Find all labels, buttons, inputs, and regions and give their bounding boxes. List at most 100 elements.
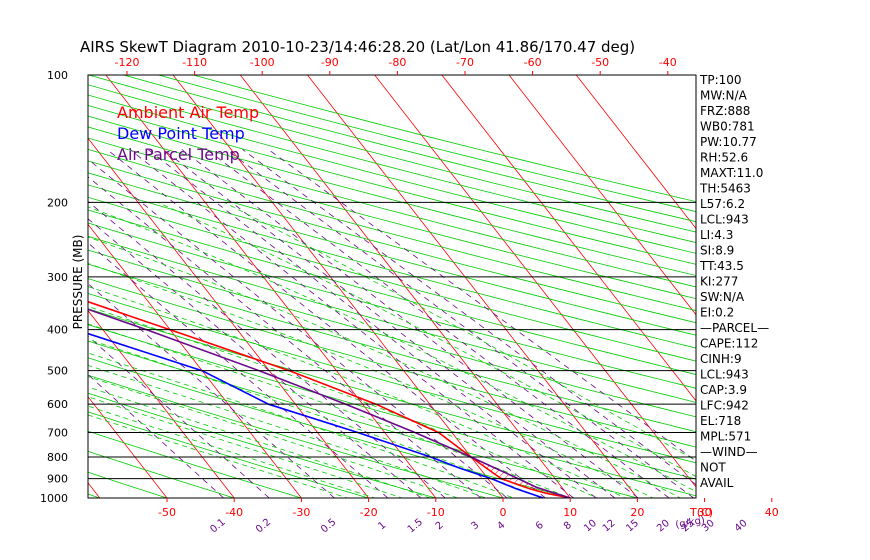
isotherm-line [0,56,40,507]
chart-title: AIRS SkewT Diagram 2010-10-23/14:46:28.2… [80,38,635,56]
mixing-ratio-tick-label: 20 [655,518,672,535]
mixing-ratio-line [88,158,508,498]
moist-adiabat-line [88,352,515,498]
isotherm-line [374,75,696,488]
legend: Ambient Air Temp Dew Point Temp Air Parcel… [117,103,259,164]
mixing-ratio-tick-label: 8 [562,520,574,533]
dry-adiabat-line [88,160,696,324]
index-entry: LCL:943 [700,368,749,382]
bottom-temp-tick-label: -50 [158,506,176,519]
bottom-temp-tick-label: 20 [630,506,644,519]
temp-unit-label: T(C) [689,506,713,519]
index-entry: CAPE:112 [700,337,758,351]
top-temp-tick-label: -60 [524,56,542,69]
moist-adiabat-line [88,305,599,498]
dry-adiabat-line [88,115,696,276]
y-axis-label: PRESSURE (MB) [71,235,85,330]
index-entry: AVAIL [700,476,734,490]
index-entry: FRZ:888 [700,104,750,118]
dry-adiabat-line [88,184,696,349]
index-entry: RH:52.6 [700,151,748,165]
mixing-ratio-tick-label: 3 [469,520,481,533]
bottom-temp-tick-label: -30 [292,506,310,519]
isotherm-line [88,137,370,498]
dry-adiabat-line [88,340,640,498]
mixing-ratio-tick-label: 40 [733,518,750,535]
mixing-ratio-line [206,149,670,498]
dry-adiabat-line [88,209,696,375]
mixing-ratio-tick-label: 1.5 [406,517,425,536]
dry-adiabat-line [88,235,696,403]
pressure-tick-label: 300 [47,271,68,284]
index-entry: EI:0.2 [700,306,734,320]
mixing-ratio-tick-label: 0.2 [254,517,273,536]
dry-adiabat-line [88,278,696,448]
plot-frame [87,71,773,502]
parcel-series [88,308,571,498]
index-entry: TH:5463 [699,182,751,196]
index-entry: KI:277 [700,275,738,289]
top-temp-tick-label: -80 [388,56,406,69]
top-temp-tick-label: -110 [182,56,207,69]
isotherm-line [239,75,571,498]
dry-adiabat-line [88,324,696,497]
mixing-ratio-line [88,283,335,498]
pressure-tick-label: 400 [47,324,68,337]
bottom-temp-tick-label: -40 [225,506,243,519]
pressure-tick-label: 500 [47,365,68,378]
dry-adiabat-line [88,172,696,336]
top-temp-tick-label: -50 [591,56,609,69]
mixing-ratio-tick-label: 12 [601,518,618,535]
mixing-ratio-line [129,149,574,498]
index-entry: LFC:942 [700,399,749,413]
top-temp-tick-label: -100 [250,56,275,69]
legend-entry: Air Parcel Temp [117,145,240,164]
pressure-tick-label: 700 [47,426,68,439]
index-entry: MW:N/A [700,89,748,103]
dry-adiabat-line [88,249,696,418]
mixing-ratio-tick-label: 10 [582,518,599,535]
bottom-temp-tick-label: -10 [427,506,445,519]
isotherm-line [575,75,696,230]
legend-entry: Dew Point Temp [117,124,245,143]
dry-adiabat-line [88,94,696,254]
index-entry: L57:6.2 [700,197,745,211]
isotherm-line [441,75,696,402]
bottom-temp-tick-label: -20 [360,506,378,519]
isotherm-line [88,223,302,498]
dry-adiabat-line [88,357,572,498]
moist-adiabat-line [88,376,459,498]
bottom-temp-tick-label: 0 [500,506,507,519]
isotherm-line [88,396,168,498]
dry-adiabat-line [88,411,371,498]
bottom-temp-tick-label: 40 [765,506,779,519]
pressure-tick-label: 900 [47,473,68,486]
pressure-tick-label: 100 [47,69,68,82]
mixing-ratio-line [88,218,422,498]
mixing-ratio-tick-label: 6 [534,520,546,533]
pressure-tick-label: 600 [47,398,68,411]
moist-adiabat-line [88,206,696,493]
index-entry: NOT [700,461,726,475]
index-entry: PW:10.77 [700,135,757,149]
index-entry: TT:43.5 [699,259,744,273]
isotherm-line [88,309,235,498]
index-entry: CINH:9 [700,352,742,366]
index-entry: MAXT:11.0 [700,166,763,180]
pressure-tick-label: 200 [47,196,68,209]
mixing-ratio-line [88,242,389,498]
dry-adiabat-line [88,392,438,498]
top-temp-tick-label: -40 [659,56,677,69]
dry-adiabat-line [88,126,696,288]
bottom-temp-tick-label: 10 [563,506,577,519]
dewpoint-series [88,332,544,498]
moist-adiabat-line [88,386,432,498]
mixing-ratio-line [147,149,597,498]
dry-adiabat-line [88,105,696,265]
index-entry: —PARCEL— [700,321,769,335]
mixing-ratio-line [88,373,224,498]
index-entry: TP:100 [699,73,742,87]
top-temp-tick-label: -70 [456,56,474,69]
